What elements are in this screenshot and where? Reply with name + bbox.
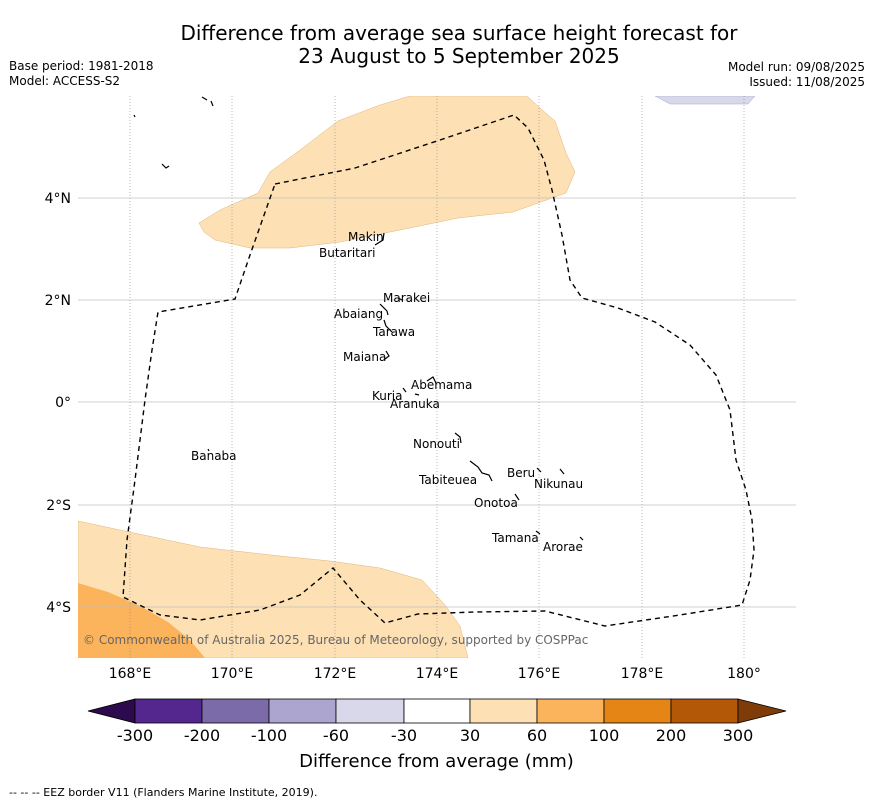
- anomaly-region-southwest: [78, 583, 205, 658]
- latitude-axis: 4°N 2°N 0° 2°S 4°S: [45, 191, 72, 616]
- lon-label: 178°E: [621, 666, 664, 682]
- island-label-abemama: Abemama: [411, 378, 472, 392]
- island-label-onotoa: Onotoa: [474, 496, 518, 510]
- lon-label: 180°: [727, 666, 761, 682]
- colorbar-segment: [201, 698, 270, 724]
- lat-label: 0°: [55, 395, 71, 411]
- island-label-nonouti: Nonouti: [413, 437, 460, 451]
- island-label-beru: Beru: [507, 466, 535, 480]
- colorbar-tick-label: 100: [588, 726, 620, 745]
- colorbar-extend-high: [737, 698, 787, 724]
- island-label-makin: Makin: [348, 230, 384, 244]
- colorbar-segment: [268, 698, 337, 724]
- model-name: Model: ACCESS-S2: [9, 74, 121, 88]
- eez-footnote: -- -- -- EEZ border V11 (Flanders Marine…: [9, 786, 318, 799]
- colorbar: [87, 698, 787, 724]
- island-label-tamana: Tamana: [491, 531, 539, 545]
- title-line-2: 23 August to 5 September 2025: [298, 44, 620, 68]
- map-area: Makin Butaritari Marakei Abaiang Tarawa …: [78, 96, 796, 658]
- colorbar-segment: [335, 698, 405, 724]
- island-outlines: [133, 96, 584, 541]
- meta-right: Model run: 09/08/2025 Issued: 11/08/2025: [728, 60, 865, 90]
- island-label-kuria: Kuria: [372, 389, 403, 403]
- colorbar-segment: [536, 698, 605, 724]
- base-period: Base period: 1981-2018: [9, 59, 154, 73]
- island-label-maiana: Maiana: [343, 350, 386, 364]
- anomaly-region-north: [198, 96, 576, 249]
- lon-label: 168°E: [109, 666, 152, 682]
- colorbar-extend-low: [87, 698, 136, 724]
- island-label-marakei: Marakei: [383, 291, 430, 305]
- colorbar-segment: [469, 698, 538, 724]
- title-line-1: Difference from average sea surface heig…: [180, 21, 738, 45]
- colorbar-tick-label: -100: [250, 726, 288, 745]
- colorbar-tick-label: 60: [526, 726, 548, 745]
- colorbar-tick-label: -30: [390, 726, 418, 745]
- colorbar-tick-label: -300: [116, 726, 154, 745]
- issued-date: Issued: 11/08/2025: [749, 75, 865, 89]
- island-label-tabiteuea: Tabiteuea: [418, 473, 477, 487]
- colorbar-tick-label: 300: [722, 726, 754, 745]
- lat-label: 2°S: [46, 498, 71, 514]
- colorbar-tick-label: 200: [655, 726, 687, 745]
- island-label-tarawa: Tarawa: [372, 325, 415, 339]
- lat-label: 4°S: [46, 600, 71, 616]
- lon-label: 176°E: [518, 666, 561, 682]
- island-label-butaritari: Butaritari: [319, 246, 376, 260]
- grid: [78, 96, 796, 658]
- copyright-notice: © Commonwealth of Australia 2025, Bureau…: [83, 633, 588, 647]
- lon-label: 172°E: [314, 666, 357, 682]
- colorbar-tick-label: -200: [183, 726, 221, 745]
- island-label-banaba: Banaba: [191, 449, 237, 463]
- colorbar-segment: [134, 698, 203, 724]
- colorbar-segment: [670, 698, 739, 724]
- anomaly-region-south: [78, 520, 469, 658]
- lon-label: 174°E: [416, 666, 459, 682]
- colorbar-tick-label: -60: [322, 726, 350, 745]
- lat-label: 2°N: [45, 293, 71, 309]
- meta-left: Base period: 1981-2018 Model: ACCESS-S2: [9, 59, 154, 89]
- island-label-arorae: Arorae: [543, 540, 583, 554]
- model-run: Model run: 09/08/2025: [727, 60, 865, 74]
- colorbar-segment: [403, 698, 471, 724]
- island-label-abaiang: Abaiang: [334, 307, 383, 321]
- colorbar-tick-label: 30: [459, 726, 481, 745]
- island-labels: Makin Butaritari Marakei Abaiang Tarawa …: [191, 230, 583, 554]
- colorbar-title: Difference from average (mm): [299, 751, 574, 772]
- anomaly-region-negative: [654, 96, 756, 105]
- colorbar-segment: [603, 698, 672, 724]
- lon-label: 170°E: [211, 666, 254, 682]
- map-title: Difference from average sea surface heig…: [0, 22, 873, 68]
- island-label-nikunau: Nikunau: [534, 477, 583, 491]
- eez-border: [122, 114, 755, 627]
- island-label-aranuka: Aranuka: [390, 397, 440, 411]
- longitude-axis: 168°E 170°E 172°E 174°E 176°E 178°E 180°: [109, 666, 761, 682]
- lat-label: 4°N: [45, 191, 71, 207]
